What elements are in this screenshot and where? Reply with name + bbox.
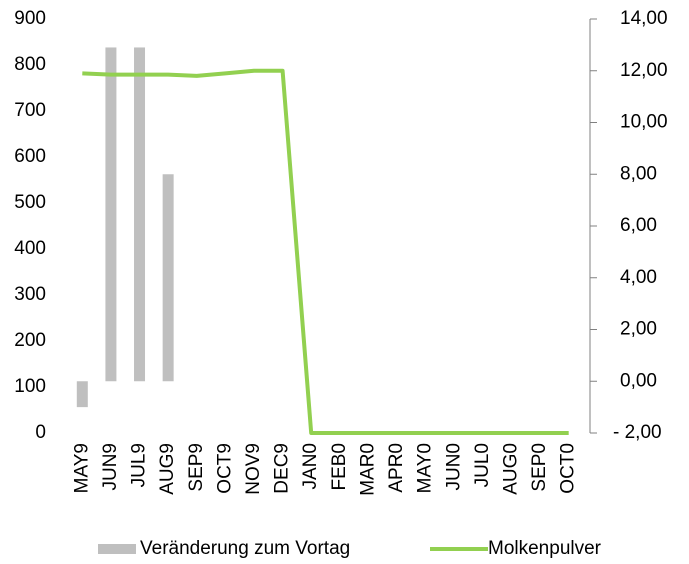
- y-tick-label: 200: [14, 330, 46, 351]
- bar: [76, 381, 88, 408]
- x-tick-label: SEP0: [529, 443, 550, 492]
- bar: [134, 47, 146, 382]
- x-tick-label: AUG9: [157, 443, 178, 495]
- x-tick-label: SEP9: [186, 443, 207, 492]
- y2-tick-label: - 2,00: [613, 422, 662, 443]
- legend-label: Molkenpulver: [488, 538, 602, 559]
- bar: [105, 47, 117, 382]
- y-tick-label: 500: [14, 192, 46, 213]
- y2-tick-label: 8,00: [620, 163, 657, 184]
- x-tick-label: MAY9: [71, 443, 92, 493]
- x-tick-label: APR0: [386, 443, 407, 493]
- x-tick-label: OCT0: [558, 443, 579, 494]
- x-tick-label: OCT9: [214, 443, 235, 494]
- x-tick-label: JUL9: [129, 443, 150, 487]
- y-tick-label: 0: [35, 422, 46, 443]
- y-tick-label: 400: [14, 238, 46, 259]
- legend-swatch: [98, 544, 136, 554]
- x-tick-label: JUN9: [100, 443, 121, 491]
- legend-label: Veränderung zum Vortag: [140, 538, 350, 559]
- y-tick-label: 300: [14, 284, 46, 305]
- x-tick-label: MAR0: [357, 443, 378, 496]
- bar: [162, 174, 174, 382]
- x-tick-label: JAN0: [300, 443, 321, 489]
- y-tick-label: 600: [14, 146, 46, 167]
- line: [82, 68, 569, 435]
- x-tick-label: MAY0: [415, 443, 436, 493]
- y-tick-label: 100: [14, 376, 46, 397]
- y-tick-label: 700: [14, 100, 46, 121]
- x-tick-label: DEC9: [272, 443, 293, 494]
- y2-tick-label: 14,00: [620, 8, 668, 29]
- y2-tick-label: 0,00: [620, 370, 657, 391]
- x-tick-label: NOV9: [243, 443, 264, 495]
- y-tick-label: 800: [14, 54, 46, 75]
- y2-tick-label: 6,00: [620, 215, 657, 236]
- y2-tick-label: 2,00: [620, 319, 657, 340]
- x-tick-label: JUL0: [472, 443, 493, 487]
- x-tick-label: AUG0: [500, 443, 521, 495]
- y2-tick-label: 10,00: [620, 112, 668, 133]
- y-tick-label: 900: [14, 8, 46, 29]
- x-tick-label: JUN0: [443, 443, 464, 491]
- y2-tick-label: 4,00: [620, 267, 657, 288]
- y2-tick-label: 12,00: [620, 60, 668, 81]
- x-tick-label: FEB0: [329, 443, 350, 491]
